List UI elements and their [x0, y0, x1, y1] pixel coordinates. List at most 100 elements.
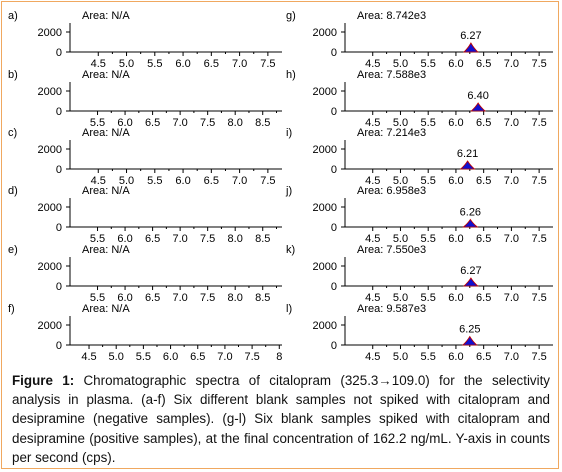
x-tick-label: 4.5	[365, 117, 380, 129]
y-tick-label: 0	[56, 164, 62, 176]
y-tick-label: 0	[331, 106, 337, 118]
panel-k: k) Area: 7.550e3 0 2000 4.5 5.0 5.5 6.0 6.5 7.0 7.…	[286, 244, 553, 304]
chromatogram-peak	[462, 277, 480, 287]
y-tick-label: 2000	[313, 86, 337, 98]
area-label: Area: N/A	[82, 185, 130, 197]
x-tick-label: 7.5	[531, 175, 546, 187]
panel-label: j)	[285, 185, 292, 197]
panel-f: f) Area: N/A 0 2000 4.5 5.0 5.5 6.0 6.5 7.0 7.5 8	[8, 303, 282, 363]
x-tick-label: 7.5	[200, 233, 215, 245]
panel-l: l) Area: 9.587e3 0 2000 4.5 5.0 5.5 6.0 6.5 7.0 7.…	[286, 303, 553, 363]
x-tick-label: 6.5	[476, 233, 491, 245]
panel-label: e)	[8, 244, 18, 256]
x-tick-label: 7.0	[504, 233, 519, 245]
area-label: Area: 9.587e3	[357, 303, 426, 315]
caption-text: Chromatographic spectra of citalopram (3…	[12, 373, 551, 465]
x-tick-label: 7.5	[260, 175, 275, 187]
panel-label: f)	[8, 303, 15, 315]
y-tick-label: 0	[56, 106, 62, 118]
x-tick-label: 7.0	[172, 117, 187, 129]
peak-label: 6.26	[460, 207, 481, 219]
y-tick-label: 2000	[313, 27, 337, 39]
x-tick-label: 6.0	[448, 175, 463, 187]
x-tick-label: 6.0	[117, 117, 132, 129]
y-tick-label: 2000	[38, 144, 62, 156]
x-tick-label: 8.0	[228, 292, 243, 304]
y-tick-label: 2000	[313, 261, 337, 273]
panel-label: c)	[8, 127, 17, 139]
x-tick-label: 6.0	[448, 58, 463, 70]
x-tick-label: 7.0	[504, 292, 519, 304]
x-tick-label: 5.0	[393, 117, 408, 129]
panel-label: l)	[286, 303, 292, 315]
area-label: Area: N/A	[82, 244, 130, 256]
x-tick-label: 4.5	[365, 351, 380, 363]
x-tick-label: 4.5	[365, 233, 380, 245]
peak-label: 6.27	[460, 265, 481, 277]
chromatogram-grid: a) Area: N/A 0 2000 4.5 5.0 5.5 6.0 6.5 7.0 7.5 b) A…	[8, 10, 553, 363]
area-label: Area: N/A	[82, 69, 130, 81]
x-tick-label: 5.0	[393, 292, 408, 304]
x-tick-label: 5.5	[421, 292, 436, 304]
x-tick-label: 5.5	[90, 292, 105, 304]
y-tick-label: 0	[331, 340, 337, 352]
x-tick-label: 6.5	[190, 351, 205, 363]
panel-a: a) Area: N/A 0 2000 4.5 5.0 5.5 6.0 6.5 7.0 7.5	[8, 10, 282, 70]
y-tick-label: 2000	[38, 202, 62, 214]
x-tick-label: 7.5	[200, 117, 215, 129]
x-tick-label: 5.0	[119, 58, 134, 70]
panel-label: k)	[286, 244, 295, 256]
x-tick-label: 5.0	[109, 351, 124, 363]
chromatogram-peak	[462, 218, 479, 228]
x-tick-label: 5.5	[421, 117, 436, 129]
panel-i: i) Area: 7.214e3 0 2000 4.5 5.0 5.5 6.0 6.5 7.0 7.…	[286, 127, 553, 187]
x-tick-label: 5.5	[147, 58, 162, 70]
x-tick-label: 8.5	[255, 292, 270, 304]
x-tick-label: 8.5	[255, 233, 270, 245]
y-tick-label: 2000	[38, 320, 62, 332]
panel-d: d) Area: N/A 0 2000 5.5 6.0 6.5 7.0 7.5 8.0 8.5	[8, 185, 282, 245]
y-tick-label: 0	[56, 47, 62, 59]
panel-label: d)	[8, 185, 18, 197]
x-tick-label: 7.0	[172, 233, 187, 245]
y-tick-label: 2000	[38, 261, 62, 273]
panel-label: g)	[286, 10, 296, 22]
panel-j: j) Area: 6.958e3 0 2000 4.5 5.0 5.5 6.0 6.5 7.0 7.…	[285, 185, 553, 245]
x-tick-label: 6.5	[476, 175, 491, 187]
x-tick-label: 6.5	[476, 292, 491, 304]
chromatogram-peak	[459, 160, 476, 170]
x-tick-label: 6.0	[448, 351, 463, 363]
x-tick-label: 7.0	[232, 175, 247, 187]
x-tick-label: 5.5	[421, 351, 436, 363]
x-tick-label: 6.0	[175, 58, 190, 70]
x-tick-label: 5.0	[393, 175, 408, 187]
chromatogram-peak	[461, 335, 478, 346]
x-tick-label: 5.5	[421, 175, 436, 187]
x-tick-label: 5.5	[136, 351, 151, 363]
y-tick-label: 0	[56, 281, 62, 293]
y-tick-label: 2000	[313, 202, 337, 214]
panel-label: h)	[286, 69, 296, 81]
chromatogram-peak	[469, 102, 487, 112]
x-tick-label: 6.5	[145, 233, 160, 245]
x-tick-label: 7.5	[531, 351, 546, 363]
y-tick-label: 2000	[313, 144, 337, 156]
x-tick-label: 7.0	[172, 292, 187, 304]
x-tick-label: 6.0	[117, 233, 132, 245]
area-label: Area: N/A	[82, 303, 130, 315]
panel-c: c) Area: N/A 0 2000 4.5 5.0 5.5 6.0 6.5 7.0 7.5	[8, 127, 282, 187]
x-tick-label: 7.5	[531, 58, 546, 70]
x-tick-label: 8.0	[228, 233, 243, 245]
peak-label: 6.21	[457, 148, 478, 160]
y-tick-label: 0	[331, 281, 337, 293]
x-tick-label: 6.0	[448, 117, 463, 129]
area-label: Area: 7.588e3	[357, 69, 426, 81]
area-label: Area: N/A	[82, 127, 130, 139]
x-tick-label: 6.5	[476, 351, 491, 363]
x-tick-label: 6.0	[163, 351, 178, 363]
x-tick-label: 5.0	[393, 58, 408, 70]
x-tick-label: 7.0	[504, 117, 519, 129]
chromatogram-peak	[462, 42, 479, 53]
x-tick-label: 5.5	[90, 117, 105, 129]
x-tick-label: 8	[276, 351, 282, 363]
